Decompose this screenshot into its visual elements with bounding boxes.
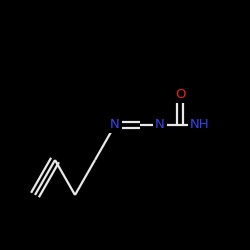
Text: O: O xyxy=(175,88,185,102)
Text: NH: NH xyxy=(190,118,210,132)
Text: N: N xyxy=(110,118,120,132)
Text: N: N xyxy=(155,118,165,132)
